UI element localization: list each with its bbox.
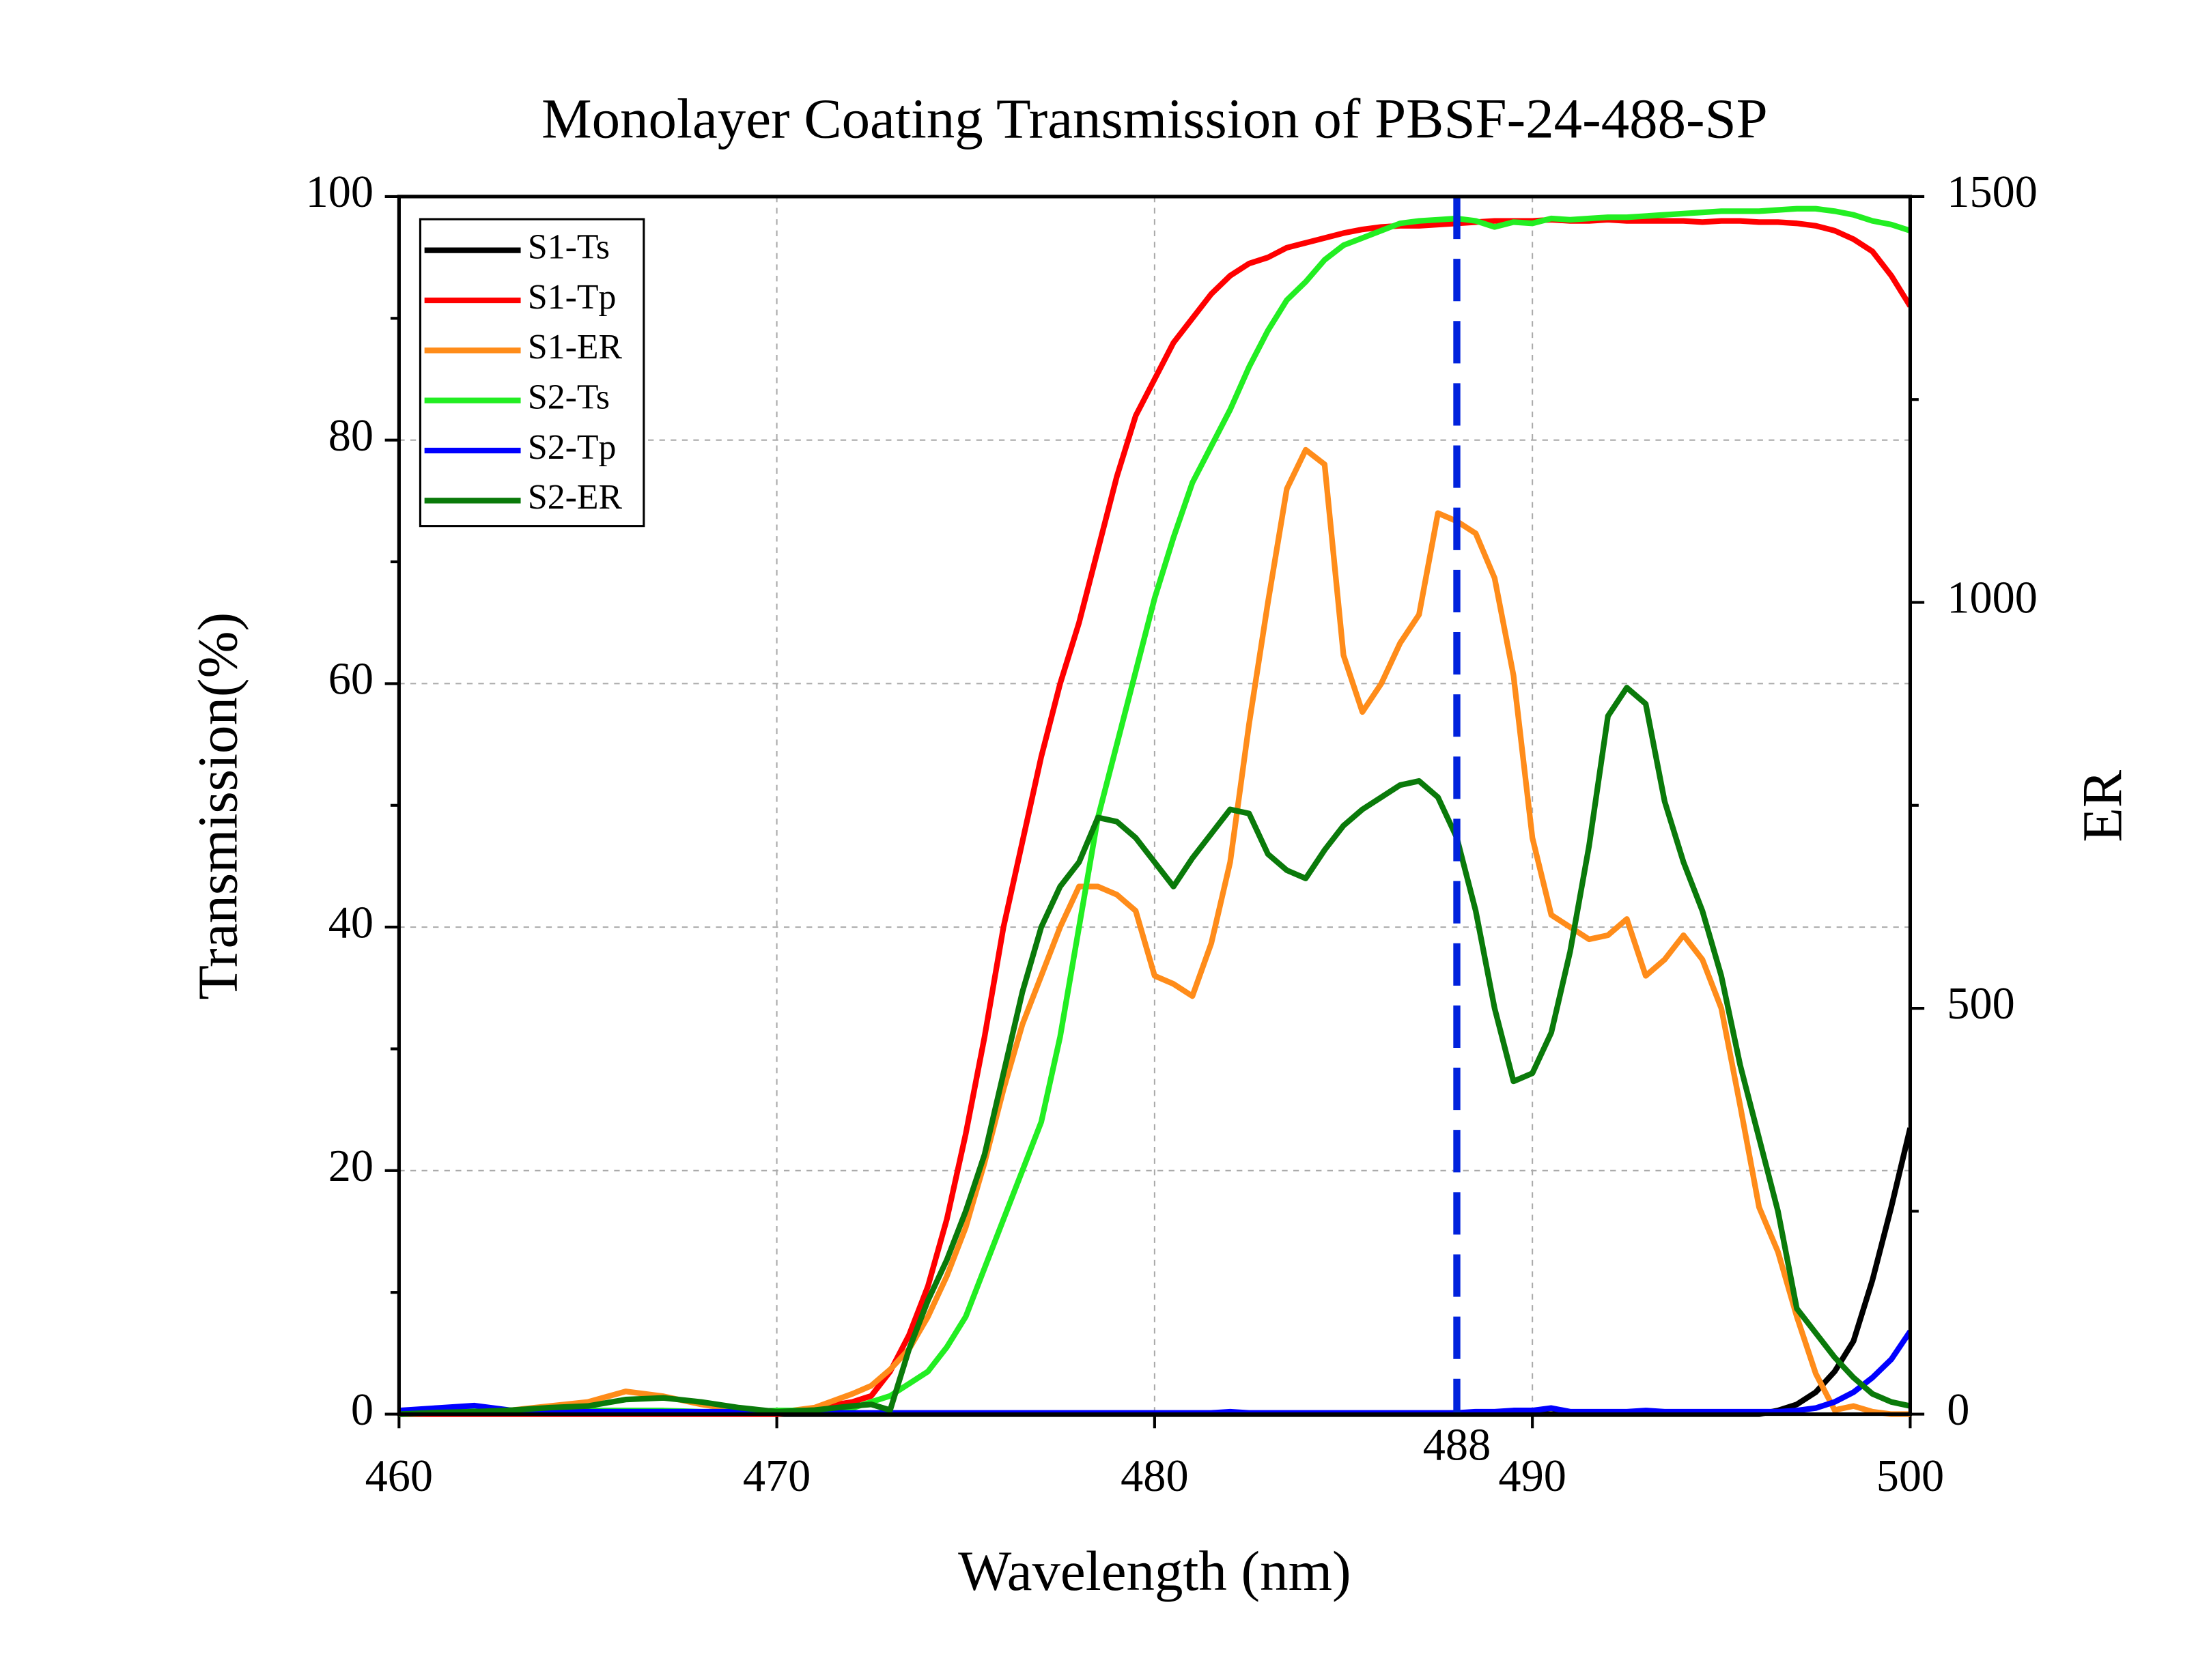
y2-tick-label: 500 bbox=[1947, 979, 2014, 1029]
y2-axis-label: ER bbox=[2071, 769, 2134, 842]
y-tick-label: 40 bbox=[328, 898, 374, 948]
legend-label: S2-Ts bbox=[528, 378, 610, 417]
x-tick-label: 460 bbox=[365, 1451, 433, 1501]
y-axis-label: Transmission(%) bbox=[186, 612, 249, 1000]
series-line bbox=[399, 685, 1911, 1417]
y2-tick-label: 0 bbox=[1947, 1385, 1969, 1435]
legend-label: S2-Tp bbox=[528, 428, 616, 467]
legend-label: S1-Tp bbox=[528, 278, 616, 317]
legend-box bbox=[419, 218, 645, 528]
x-tick-label: 490 bbox=[1498, 1451, 1566, 1501]
annotation-label: 488 bbox=[1423, 1421, 1491, 1470]
y-tick-label: 20 bbox=[328, 1141, 374, 1191]
legend-label: S1-ER bbox=[528, 328, 623, 367]
y-tick-label: 0 bbox=[351, 1385, 374, 1435]
x-tick-label: 500 bbox=[1876, 1451, 1944, 1501]
x-tick-label: 480 bbox=[1121, 1451, 1188, 1501]
y2-tick-label: 1000 bbox=[1947, 573, 2038, 623]
y2-tick-label: 1500 bbox=[1947, 167, 2038, 217]
x-axis-label: Wavelength (nm) bbox=[958, 1539, 1351, 1602]
chart-title: Monolayer Coating Transmission of PBSF-2… bbox=[541, 87, 1768, 150]
y-tick-label: 80 bbox=[328, 411, 374, 461]
y-tick-label: 100 bbox=[306, 167, 374, 217]
x-tick-label: 470 bbox=[743, 1451, 811, 1501]
y-tick-label: 60 bbox=[328, 655, 374, 704]
legend-label: S1-Ts bbox=[528, 228, 610, 267]
plot-frame bbox=[397, 195, 1913, 1416]
series-line bbox=[399, 446, 1911, 1417]
legend-label: S2-ER bbox=[528, 478, 623, 517]
